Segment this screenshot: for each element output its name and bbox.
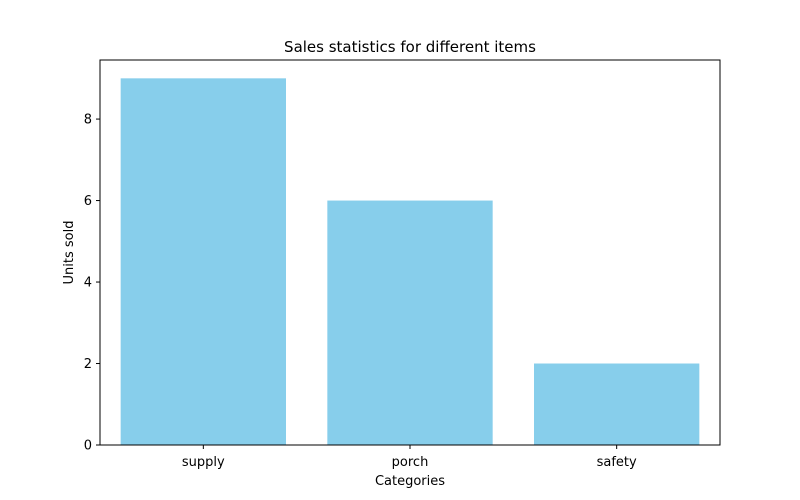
- y-axis-label: Units sold: [62, 221, 77, 285]
- y-tick-label: 8: [84, 113, 92, 128]
- y-tick-label: 4: [84, 276, 92, 291]
- bar-supply: [120, 78, 287, 445]
- y-tick-label: 2: [84, 357, 92, 372]
- bar-safety: [534, 363, 700, 445]
- bars-layer: [120, 78, 700, 445]
- y-tick-label: 0: [84, 439, 92, 454]
- y-tick-label: 6: [84, 194, 92, 209]
- y-axis: 0 2 4 6 8: [84, 113, 100, 454]
- x-axis: supply porch safety: [182, 445, 637, 470]
- x-axis-label: Categories: [375, 474, 445, 489]
- x-tick-label-safety: safety: [597, 455, 637, 470]
- x-tick-label-porch: porch: [392, 455, 429, 470]
- bar-porch: [327, 200, 493, 445]
- chart-title: Sales statistics for different items: [284, 38, 536, 56]
- x-tick-label-supply: supply: [182, 455, 225, 470]
